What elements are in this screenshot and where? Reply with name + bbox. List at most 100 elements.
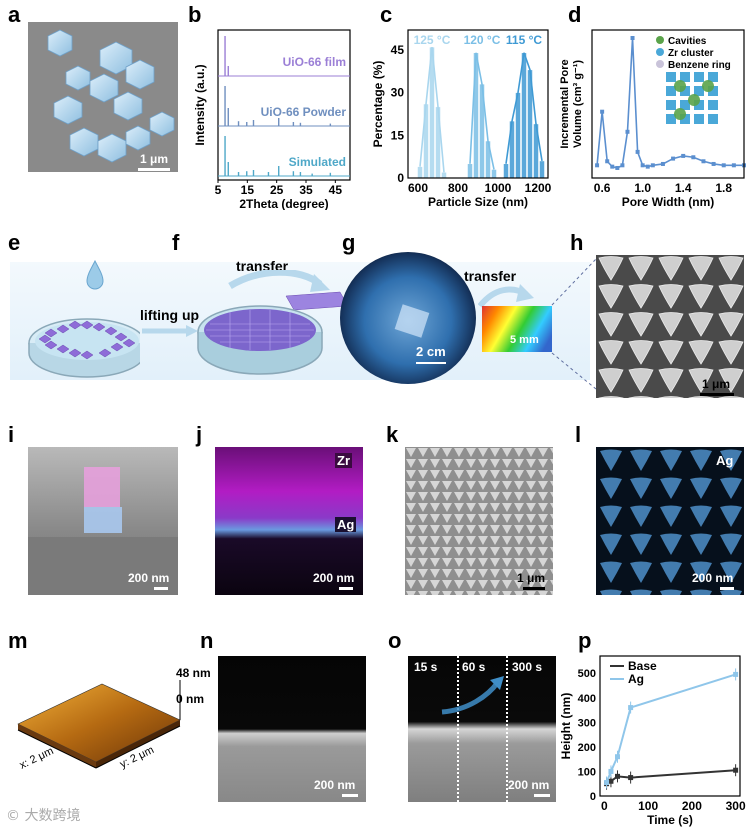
pore-point-12 bbox=[660, 161, 665, 166]
pore-xtick-label-1: 1.0 bbox=[634, 181, 651, 195]
afm-zmax-label: 48 nm bbox=[176, 666, 211, 680]
zr-node-0-2 bbox=[694, 72, 704, 82]
time-label-15s: 15 s bbox=[414, 660, 438, 674]
xrd-series-label-0: UiO-66 film bbox=[283, 55, 346, 69]
pore-point-8 bbox=[635, 149, 640, 154]
pink-crystal bbox=[84, 467, 120, 507]
pore-legend-label-0: Cavities bbox=[668, 36, 707, 47]
xrd-series-label-1: UiO-66 Powder bbox=[261, 105, 347, 119]
pore-point-17 bbox=[711, 161, 716, 166]
panel-h-sem-image: 1 μm bbox=[596, 255, 744, 398]
hist-fit-2 bbox=[505, 52, 543, 164]
height-point-0-4 bbox=[733, 767, 739, 773]
hist-series-label-2: 115 °C bbox=[506, 33, 542, 47]
pore-xtick-label-2: 1.4 bbox=[675, 181, 692, 195]
panel-o-scale-bar bbox=[534, 794, 550, 797]
xrd-ylabel: Intensity (a.u.) bbox=[193, 64, 207, 145]
hist-ytick-label-1: 15 bbox=[391, 128, 405, 142]
height-ytick-label-3: 300 bbox=[578, 717, 596, 729]
lifting-up-arrow bbox=[142, 325, 198, 337]
panel-a-sem-image: 1 μm bbox=[28, 22, 178, 172]
cavity-2 bbox=[674, 108, 686, 120]
xrd-xtick-label-0: 5 bbox=[215, 183, 222, 197]
panel-label-l: l bbox=[575, 422, 582, 447]
pore-point-14 bbox=[681, 153, 686, 158]
panel-h-scale-bar bbox=[700, 393, 734, 396]
afm-x-axis-label: x: 2 μm bbox=[18, 745, 56, 772]
height-point-0-3 bbox=[628, 775, 634, 781]
hist-xtick-label-0: 600 bbox=[408, 181, 428, 195]
time-label-300s: 300 s bbox=[512, 660, 543, 674]
panel-l-scale-text: 200 nm bbox=[692, 571, 734, 585]
height-ytick-label-2: 200 bbox=[578, 742, 596, 754]
panel-c-frame bbox=[407, 29, 549, 179]
panel-label-c: c bbox=[380, 2, 393, 27]
panel-label-g: g bbox=[342, 230, 356, 255]
xrd-xlabel: 2Theta (degree) bbox=[239, 197, 328, 210]
height-ytick-label-1: 100 bbox=[578, 766, 596, 778]
hist-ytick-label-2: 30 bbox=[391, 86, 405, 100]
panel-g-transfer-text: transfer bbox=[464, 268, 517, 284]
cavity-0 bbox=[674, 80, 686, 92]
hist-bar-2-2 bbox=[515, 92, 521, 179]
height-ytick-label-0: 0 bbox=[590, 791, 596, 803]
height-line-0 bbox=[606, 769, 736, 785]
afm-zmin-label: 0 nm bbox=[176, 692, 205, 706]
pore-ylabel-line1: Incremental Pore bbox=[559, 59, 571, 148]
panel-l-ag-label: Ag bbox=[716, 453, 734, 468]
panel-j-scale-text: 200 nm bbox=[313, 571, 355, 585]
pore-point-3 bbox=[610, 164, 615, 169]
height-ytick-label-4: 400 bbox=[578, 693, 596, 705]
panel-g-scale-text: 2 cm bbox=[416, 344, 446, 359]
lifting-up-text: lifting up bbox=[140, 307, 200, 323]
panel-j-eds-map: Zr Ag 200 nm bbox=[215, 447, 363, 595]
height-point-0-2 bbox=[615, 773, 620, 779]
zr-node-3-0 bbox=[666, 114, 676, 124]
hist-fit-1 bbox=[469, 52, 495, 170]
panel-label-o: o bbox=[388, 628, 402, 653]
pore-legend-marker-1 bbox=[656, 48, 664, 56]
triangle-array-pattern bbox=[405, 447, 553, 595]
xrd-xtick-label-2: 25 bbox=[270, 183, 284, 197]
height-point-0-1 bbox=[608, 778, 614, 784]
xrd-xtick-label-1: 15 bbox=[241, 183, 255, 197]
panel-label-b: b bbox=[188, 2, 202, 27]
hist-series-label-0: 125 °C bbox=[414, 33, 451, 47]
panel-i-scale-text: 200 nm bbox=[128, 571, 170, 585]
hist-xtick-label-2: 1000 bbox=[485, 181, 512, 195]
zr-node-2-0 bbox=[666, 100, 676, 110]
zr-node-0-3 bbox=[708, 72, 718, 82]
cavity-3 bbox=[702, 80, 714, 92]
panel-g-inset-map: 5 mm bbox=[482, 306, 552, 352]
zr-node-1-0 bbox=[666, 86, 676, 96]
pore-point-4 bbox=[615, 165, 620, 170]
hist-bar-2-0 bbox=[503, 163, 509, 179]
panel-h-scale-text: 1 μm bbox=[702, 377, 731, 391]
panel-n-scale-bar bbox=[342, 794, 358, 797]
panel-b-frame bbox=[217, 29, 351, 181]
ag-dot-pattern bbox=[596, 447, 744, 595]
panel-g-inset-scale-text: 5 mm bbox=[510, 334, 539, 346]
panel-label-i: i bbox=[8, 422, 15, 447]
height-point-1-2 bbox=[615, 754, 620, 760]
panel-j-scale-bar bbox=[339, 587, 353, 590]
blue-crystal bbox=[84, 507, 122, 533]
panel-l-scale-bar bbox=[720, 587, 734, 590]
panel-label-h: h bbox=[570, 230, 584, 255]
panel-label-e: e bbox=[8, 230, 21, 255]
height-xtick-label-1: 100 bbox=[638, 799, 658, 813]
height-point-1-1 bbox=[608, 768, 614, 774]
zoom-connector-lines bbox=[551, 258, 597, 390]
ag-label: Ag bbox=[335, 517, 357, 532]
hist-series-label-1: 120 °C bbox=[464, 33, 501, 47]
panel-label-m: m bbox=[8, 628, 28, 653]
cavity-1 bbox=[688, 94, 700, 106]
zr-node-1-2 bbox=[694, 86, 704, 96]
panel-n-scale-text: 200 nm bbox=[314, 778, 356, 792]
pore-point-0 bbox=[595, 163, 600, 168]
panel-k-scale-text: 1 μm bbox=[517, 571, 546, 585]
pore-point-10 bbox=[645, 164, 650, 169]
pore-legend-marker-2 bbox=[656, 60, 664, 68]
